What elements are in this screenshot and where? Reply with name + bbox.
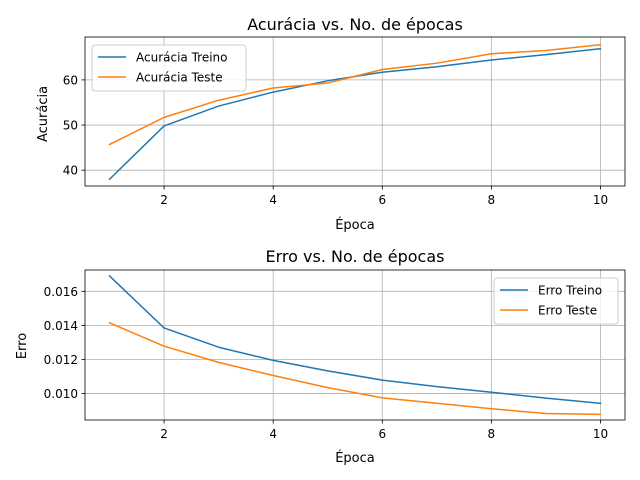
accuracy-chart-title: Acurácia vs. No. de épocas xyxy=(247,15,463,34)
accuracy-series-line-1 xyxy=(108,43,602,146)
accuracy-x-tick-label: 6 xyxy=(378,193,386,207)
accuracy-y-tick-label: 40 xyxy=(63,164,78,178)
accuracy-chart-ylabel: Acurácia xyxy=(36,86,51,142)
error-x-tick-label: 8 xyxy=(488,427,496,441)
error-x-tick-label: 4 xyxy=(269,427,277,441)
error-x-tick-label: 6 xyxy=(378,427,386,441)
accuracy-chart: Acurácia vs. No. de épocas Época Acuráci… xyxy=(36,15,463,233)
error-chart-xlabel: Época xyxy=(335,450,375,466)
error-y-tick-label: 0.012 xyxy=(44,353,78,367)
error-legend-label-0: Erro Treino xyxy=(538,284,602,298)
accuracy-x-tick-label: 2 xyxy=(160,193,168,207)
error-x-tick-label: 2 xyxy=(160,427,168,441)
error-legend: Erro Treino Erro Teste xyxy=(493,277,619,325)
accuracy-legend-label-1: Acurácia Teste xyxy=(136,71,223,85)
accuracy-chart-xlabel: Época xyxy=(335,217,375,233)
error-y-tick-label: 0.016 xyxy=(44,285,78,299)
error-y-tick-label: 0.010 xyxy=(44,387,78,401)
accuracy-legend: Acurácia Treino Acurácia Teste xyxy=(91,44,247,92)
accuracy-y-tick-label: 50 xyxy=(63,119,78,133)
error-series-line-1 xyxy=(108,321,602,416)
accuracy-x-tick-label: 4 xyxy=(269,193,277,207)
error-chart-ylabel: Erro xyxy=(15,333,30,359)
error-y-tick-label: 0.014 xyxy=(44,319,78,333)
accuracy-x-tick-label: 10 xyxy=(593,193,608,207)
error-chart: Erro vs. No. de épocas Época Erro xyxy=(15,247,444,466)
error-plot-area: 2 4 6 8 10 0.010 0.012 0.014 0.016 xyxy=(44,269,626,441)
accuracy-legend-box xyxy=(91,44,247,92)
error-chart-title: Erro vs. No. de épocas xyxy=(266,247,445,266)
error-series-line-0 xyxy=(108,274,602,405)
accuracy-x-tick-label: 8 xyxy=(488,193,496,207)
error-axes-frame xyxy=(84,269,626,421)
accuracy-y-tick-label: 60 xyxy=(63,73,78,87)
error-x-tick-label: 10 xyxy=(593,427,608,441)
accuracy-legend-label-0: Acurácia Treino xyxy=(136,51,228,65)
accuracy-axes-frame xyxy=(84,36,626,187)
error-legend-label-1: Erro Teste xyxy=(538,304,597,318)
